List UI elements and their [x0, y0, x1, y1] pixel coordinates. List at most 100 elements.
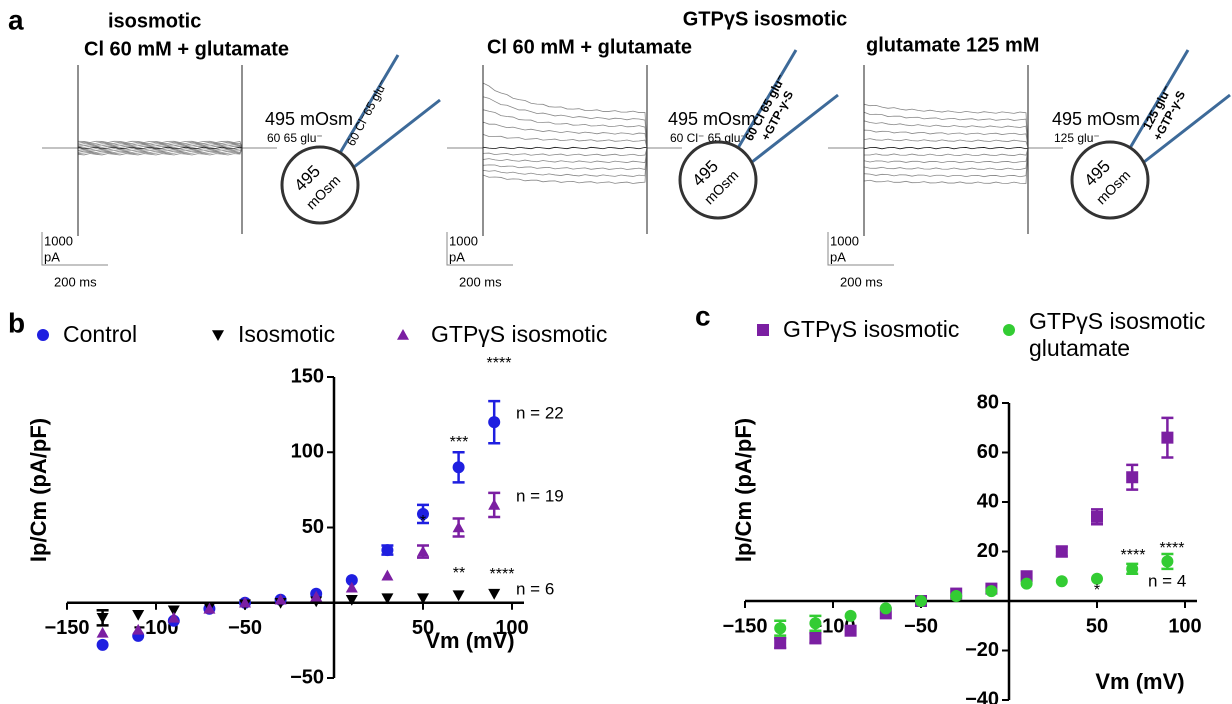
x-tick-label: −100	[810, 615, 855, 637]
point	[844, 624, 857, 637]
point	[1161, 431, 1174, 444]
pipette	[338, 54, 441, 169]
current-trace	[447, 147, 682, 177]
current-trace	[42, 146, 277, 150]
annotation: ****	[487, 355, 512, 372]
point	[96, 638, 109, 651]
capacitive-spike	[77, 65, 243, 236]
legend-label: Isosmotic	[238, 321, 336, 347]
scale-bar	[827, 232, 894, 266]
current-trace	[42, 147, 277, 155]
current-trace	[828, 111, 1063, 149]
annotation: n = 19	[516, 486, 564, 505]
point	[345, 581, 358, 593]
bath-label: 495 mOsm	[265, 109, 353, 129]
point	[879, 602, 892, 615]
point	[488, 588, 501, 600]
y-tick-label: 40	[977, 490, 999, 512]
scale-label: 200 ms	[459, 274, 502, 289]
point	[774, 637, 787, 650]
scale-label: 1000	[44, 233, 73, 248]
scale-label: 200 ms	[54, 274, 97, 289]
point	[452, 461, 465, 474]
panel-label: b	[8, 307, 25, 338]
x-axis-label: Vm (mV)	[425, 628, 514, 653]
legend-label: GTPγS isosmotic glutamate	[1029, 308, 1206, 361]
point	[844, 609, 857, 622]
y-tick-label: −40	[965, 688, 999, 704]
current-trace	[447, 147, 682, 164]
scale-bar	[41, 232, 108, 266]
bath-label: 495 mOsm	[668, 109, 756, 129]
pipette	[736, 49, 839, 164]
panel-title: GTPγS isosmotic	[683, 8, 848, 30]
current-trace	[42, 141, 277, 149]
point	[950, 590, 963, 603]
current-trace	[42, 147, 277, 151]
scale-label: pA	[449, 249, 465, 264]
bath-label: 495 mOsm	[1052, 109, 1140, 129]
current-trace	[447, 147, 682, 171]
current-trace	[42, 147, 277, 153]
current-trace	[828, 120, 1063, 149]
current-trace	[42, 147, 277, 156]
annotation: ****	[1160, 540, 1185, 557]
x-tick-label: 100	[1168, 615, 1201, 637]
annotation: n = 4	[1148, 571, 1186, 590]
point	[452, 521, 465, 533]
current-trace	[447, 146, 682, 150]
current-trace	[447, 121, 682, 149]
current-trace	[828, 129, 1063, 149]
annotation: *	[420, 513, 426, 530]
current-trace	[828, 147, 1063, 170]
point	[985, 585, 998, 598]
current-trace	[42, 147, 277, 152]
current-trace	[42, 145, 277, 149]
current-trace	[828, 147, 1063, 178]
point	[1126, 562, 1139, 575]
annotation: **	[453, 565, 465, 582]
point	[1020, 577, 1033, 590]
point	[452, 590, 465, 602]
x-tick-label: −50	[904, 615, 938, 637]
current-trace	[828, 147, 1063, 164]
point	[239, 596, 251, 608]
point	[203, 602, 216, 614]
legend-label: GTPγS isosmotic	[783, 316, 960, 342]
point	[417, 545, 429, 557]
point	[274, 593, 287, 605]
point	[132, 623, 145, 635]
annotation: *	[1094, 582, 1100, 599]
legend-label: Control	[63, 321, 138, 347]
point	[417, 593, 429, 605]
legend-marker	[757, 324, 769, 336]
current-trace	[447, 109, 682, 149]
x-tick-label: 100	[495, 617, 528, 639]
panel-label: a	[8, 4, 24, 35]
x-axis-label: Vm (mV)	[1095, 669, 1184, 694]
current-trace	[828, 103, 1063, 149]
capacitive-spike	[482, 65, 648, 236]
x-tick-label: −50	[228, 617, 262, 639]
y-axis-label: Ip/Cm (pA/pF)	[26, 418, 51, 562]
annotation: n = 6	[516, 579, 554, 598]
scale-label: pA	[830, 249, 846, 264]
y-tick-label: 80	[977, 391, 999, 413]
point	[1055, 575, 1068, 588]
current-trace	[828, 146, 1063, 150]
current-trace	[42, 143, 277, 149]
point	[915, 595, 927, 607]
point	[132, 609, 145, 621]
x-tick-label: 50	[1086, 615, 1108, 637]
panel-title: isosmotic	[108, 10, 201, 32]
legend-label: GTPγS isosmotic	[431, 321, 608, 347]
point	[488, 416, 501, 429]
current-trace	[447, 133, 682, 149]
point	[167, 611, 180, 623]
point	[1161, 555, 1174, 568]
bath-ions: 60 65 glu⁻	[267, 131, 323, 145]
cell	[280, 145, 360, 225]
legend-marker	[1003, 324, 1015, 336]
